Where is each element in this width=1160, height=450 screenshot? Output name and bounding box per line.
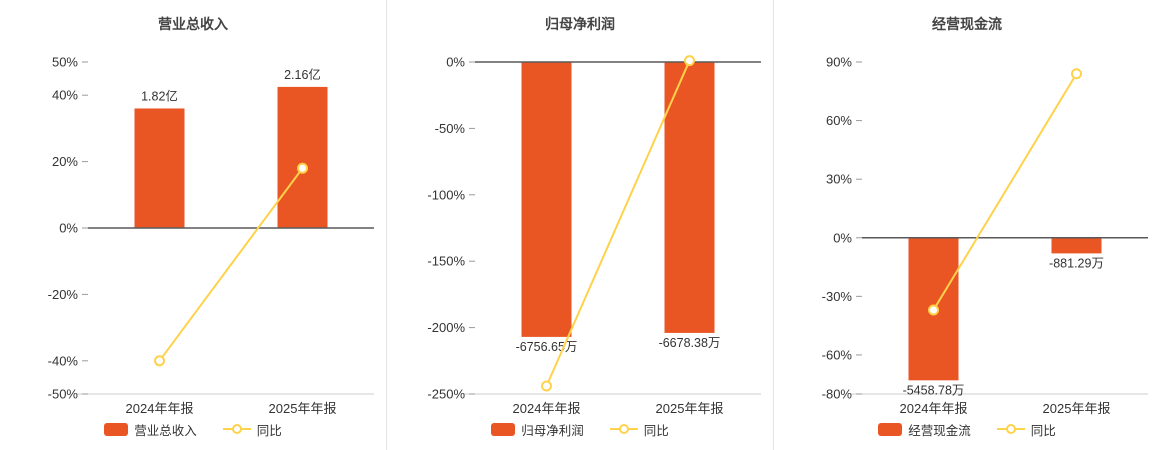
- bar: [277, 86, 328, 229]
- y-tick-label: 0%: [446, 55, 465, 70]
- legend-series-label: 归母净利润: [521, 423, 584, 438]
- bar: [1051, 237, 1102, 254]
- yoy-line: [932, 73, 1078, 311]
- bar-value-label: -5458.78万: [903, 383, 965, 397]
- bar-value-label: -6756.65万: [516, 340, 578, 354]
- chart-legend: 归母净利润 同比: [491, 418, 669, 440]
- y-tick-label: -80%: [822, 387, 853, 402]
- y-tick-label: 0%: [59, 221, 78, 236]
- bar-swatch-icon: [104, 422, 129, 436]
- y-tick-label: -50%: [48, 387, 79, 402]
- chart-panel-operating-cashflow: 经营现金流 90% 60% 30% 0% -30% -60% -80% -5458.78万 -8…: [773, 0, 1160, 450]
- legend-item-yoy[interactable]: 同比: [222, 420, 282, 439]
- legend-item-series[interactable]: 经营现金流: [878, 420, 971, 439]
- line-marker-dot-icon: [618, 424, 629, 434]
- chart-title: 营业总收入: [158, 16, 228, 32]
- chart-panel-net-profit: 归母净利润 0% -50% -100% -150% -200% -250% -6756.65…: [386, 0, 773, 450]
- bar-value-label: -6678.38万: [659, 336, 721, 350]
- y-tick-label: -40%: [48, 353, 79, 368]
- yoy-line: [158, 167, 304, 362]
- chart-panel-revenue: 营业总收入 50% 40% 20% 0% -20% -40% -50% 1.82亿 2.16亿 2…: [0, 0, 386, 450]
- line-marker-icon: [609, 424, 638, 434]
- y-tick-label: -200%: [427, 320, 465, 335]
- yoy-marker: [297, 162, 308, 174]
- y-tick-label: 50%: [52, 55, 78, 70]
- y-tick-label: -100%: [427, 187, 465, 202]
- yoy-marker: [1071, 68, 1082, 80]
- y-tick-label: -50%: [435, 121, 466, 136]
- yoy-marker: [154, 355, 165, 367]
- bar-value-label: 1.82亿: [141, 88, 178, 103]
- yoy-line: [545, 60, 691, 387]
- y-tick-label: 0%: [833, 230, 852, 245]
- legend-yoy-label: 同比: [1030, 423, 1056, 438]
- chart-canvas: 90% 60% 30% 0% -30% -60% -80% -5458.78万 -881.29万…: [822, 55, 1148, 416]
- chart-legend: 经营现金流 同比: [878, 418, 1056, 440]
- legend-item-yoy[interactable]: 同比: [996, 420, 1056, 439]
- bar-value-label: -881.29万: [1049, 256, 1104, 270]
- legend-yoy-label: 同比: [643, 423, 669, 438]
- y-tick-label: 60%: [826, 113, 852, 128]
- x-category-label: 2025年年报: [269, 401, 337, 416]
- bar: [664, 62, 715, 333]
- chart-canvas: 0% -50% -100% -150% -200% -250% -6756.65万 -6678…: [427, 55, 761, 416]
- chart-title: 归母净利润: [545, 16, 615, 32]
- yoy-marker: [541, 380, 552, 392]
- y-tick-label: -20%: [48, 287, 79, 302]
- yoy-marker: [928, 304, 939, 316]
- line-marker-icon: [996, 424, 1025, 434]
- y-tick-label: 20%: [52, 154, 78, 169]
- line-marker-dot-icon: [231, 424, 242, 434]
- y-tick-label: 40%: [52, 88, 78, 103]
- bar-value-label: 2.16亿: [284, 67, 321, 82]
- chart-legend: 营业总收入 同比: [104, 418, 282, 440]
- legend-item-series[interactable]: 营业总收入: [104, 420, 197, 439]
- bar-swatch-icon: [878, 422, 903, 436]
- yoy-marker: [684, 55, 695, 67]
- x-category-label: 2025年年报: [656, 401, 724, 416]
- bar: [134, 108, 185, 228]
- chart-canvas: 50% 40% 20% 0% -20% -40% -50% 1.82亿 2.16亿 2024年年报…: [48, 55, 374, 416]
- legend-series-label: 经营现金流: [908, 423, 971, 438]
- legend-item-series[interactable]: 归母净利润: [491, 420, 584, 439]
- x-category-label: 2025年年报: [1043, 401, 1111, 416]
- x-category-label: 2024年年报: [900, 401, 968, 416]
- y-tick-label: -250%: [427, 387, 465, 402]
- legend-series-label: 营业总收入: [134, 423, 197, 438]
- line-marker-icon: [222, 424, 251, 434]
- y-tick-label: -150%: [427, 254, 465, 269]
- x-category-label: 2024年年报: [126, 401, 194, 416]
- y-tick-label: -60%: [822, 347, 853, 362]
- y-tick-label: 90%: [826, 55, 852, 70]
- legend-item-yoy[interactable]: 同比: [609, 420, 669, 439]
- y-tick-label: 30%: [826, 172, 852, 187]
- bar: [521, 62, 572, 337]
- x-category-label: 2024年年报: [513, 401, 581, 416]
- line-marker-dot-icon: [1005, 424, 1016, 434]
- y-tick-label: -30%: [822, 289, 853, 304]
- chart-title: 经营现金流: [932, 16, 1002, 32]
- bar-swatch-icon: [491, 422, 516, 436]
- legend-yoy-label: 同比: [256, 423, 282, 438]
